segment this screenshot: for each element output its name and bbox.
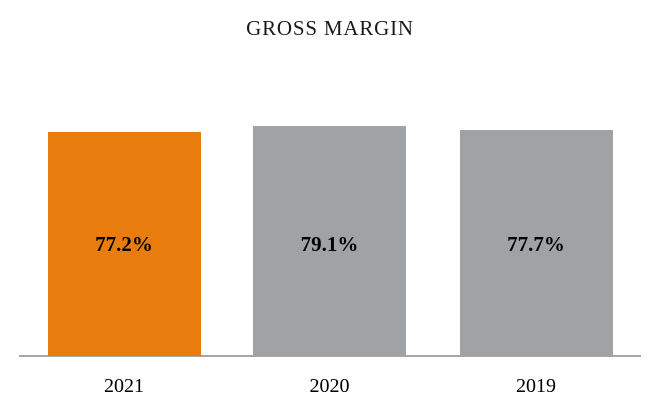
value-label-2021: 77.2% (95, 232, 153, 256)
year-label-2020: 2020 (309, 375, 350, 397)
bar-2020 (253, 126, 406, 356)
year-label-2021: 2021 (104, 375, 144, 397)
bar-2019 (459, 130, 613, 356)
chart-title: GROSS MARGIN (246, 16, 414, 40)
x-axis-line (19, 355, 641, 357)
value-label-2020: 79.1% (300, 232, 359, 256)
bar-2021 (47, 131, 201, 356)
year-label-2019: 2019 (516, 375, 556, 397)
value-label-2019: 77.7% (507, 232, 565, 256)
